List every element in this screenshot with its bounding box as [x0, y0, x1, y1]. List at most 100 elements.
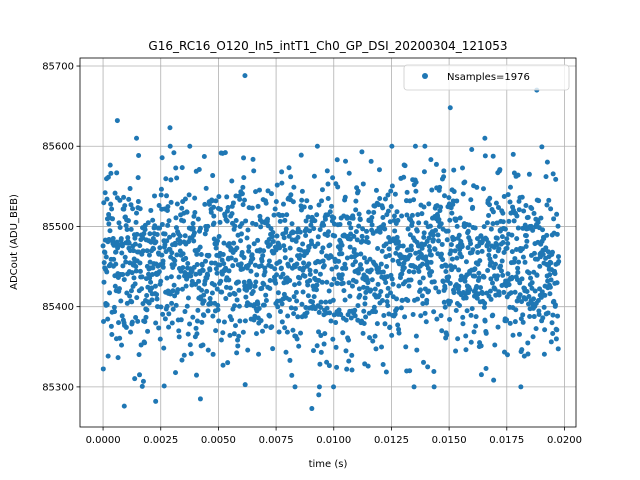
data-point	[201, 154, 207, 160]
data-point	[501, 249, 507, 255]
data-point	[253, 279, 259, 285]
data-point	[490, 153, 496, 159]
data-point	[164, 208, 170, 214]
y-tick-label: 85700	[42, 62, 74, 73]
data-point	[279, 301, 285, 307]
data-point	[168, 177, 174, 183]
data-point	[380, 205, 386, 211]
data-point	[444, 263, 450, 269]
data-point	[214, 286, 220, 292]
data-point	[277, 309, 283, 315]
data-point	[221, 240, 227, 246]
data-point	[109, 206, 115, 212]
data-point	[135, 175, 141, 181]
data-point	[365, 280, 371, 286]
data-point	[220, 330, 226, 336]
data-point	[205, 347, 211, 353]
data-point	[363, 289, 369, 295]
data-point	[523, 233, 529, 239]
data-point	[544, 159, 550, 165]
data-point	[535, 219, 541, 225]
data-point	[368, 287, 374, 293]
data-point	[515, 225, 521, 231]
data-point	[463, 259, 469, 265]
y-tick-label: 85600	[42, 142, 74, 153]
data-point	[131, 275, 137, 281]
data-point	[384, 293, 390, 299]
data-point	[547, 291, 553, 297]
data-point	[431, 384, 437, 390]
data-point	[343, 348, 349, 354]
data-point	[519, 347, 525, 353]
data-point	[482, 318, 488, 324]
data-point	[403, 344, 409, 350]
data-point	[311, 294, 317, 300]
data-point	[168, 199, 174, 205]
data-point	[305, 214, 311, 220]
data-point	[365, 363, 371, 369]
data-point	[272, 206, 278, 212]
data-point	[240, 184, 246, 190]
data-point	[372, 286, 378, 292]
data-point	[188, 273, 194, 279]
data-point	[389, 183, 395, 189]
data-point	[296, 281, 302, 286]
data-point	[321, 222, 327, 228]
data-point	[344, 255, 350, 261]
data-point	[124, 226, 130, 232]
data-point	[330, 336, 336, 342]
data-point	[373, 187, 379, 193]
data-point	[258, 224, 264, 230]
data-point	[358, 262, 364, 268]
data-point	[396, 330, 402, 336]
data-point	[194, 251, 200, 257]
data-point	[472, 273, 478, 279]
data-point	[479, 248, 485, 254]
data-point	[413, 179, 419, 185]
data-point	[105, 174, 111, 180]
data-point	[333, 344, 339, 350]
x-axis-ticks: 0.0000 0.0025 0.0050 0.0075 0.0100 0.0125 0.01…	[86, 427, 582, 446]
data-point	[495, 205, 501, 211]
data-point	[218, 278, 224, 284]
data-point	[111, 304, 117, 310]
data-point	[457, 215, 463, 221]
data-point	[407, 252, 413, 258]
data-point	[241, 155, 247, 161]
data-point	[376, 167, 382, 173]
data-point	[306, 244, 312, 250]
data-point	[134, 135, 140, 141]
data-point	[460, 165, 465, 171]
data-point	[409, 247, 415, 253]
data-point	[223, 296, 229, 302]
data-point	[301, 204, 307, 210]
data-point	[194, 318, 200, 324]
data-point	[203, 258, 208, 264]
data-point	[501, 193, 507, 199]
data-point	[478, 372, 484, 378]
data-point	[451, 189, 457, 195]
data-point	[309, 406, 315, 412]
data-point	[300, 241, 306, 247]
data-point	[476, 275, 482, 281]
data-point	[393, 250, 399, 256]
data-point	[547, 284, 553, 290]
data-point	[317, 227, 323, 233]
data-point	[133, 264, 139, 270]
data-point	[112, 309, 118, 315]
data-point	[339, 272, 345, 278]
data-point	[151, 246, 157, 252]
data-point	[531, 210, 537, 216]
data-point	[436, 217, 442, 223]
data-point	[210, 313, 216, 319]
x-tick-label: 0.0175	[489, 435, 524, 446]
data-point	[297, 275, 303, 281]
data-point	[275, 304, 281, 310]
data-point	[193, 325, 199, 331]
data-point	[506, 282, 512, 288]
data-point	[361, 255, 367, 261]
data-point	[327, 242, 333, 248]
data-point	[411, 197, 417, 203]
data-point	[428, 259, 434, 265]
data-point	[316, 309, 322, 315]
